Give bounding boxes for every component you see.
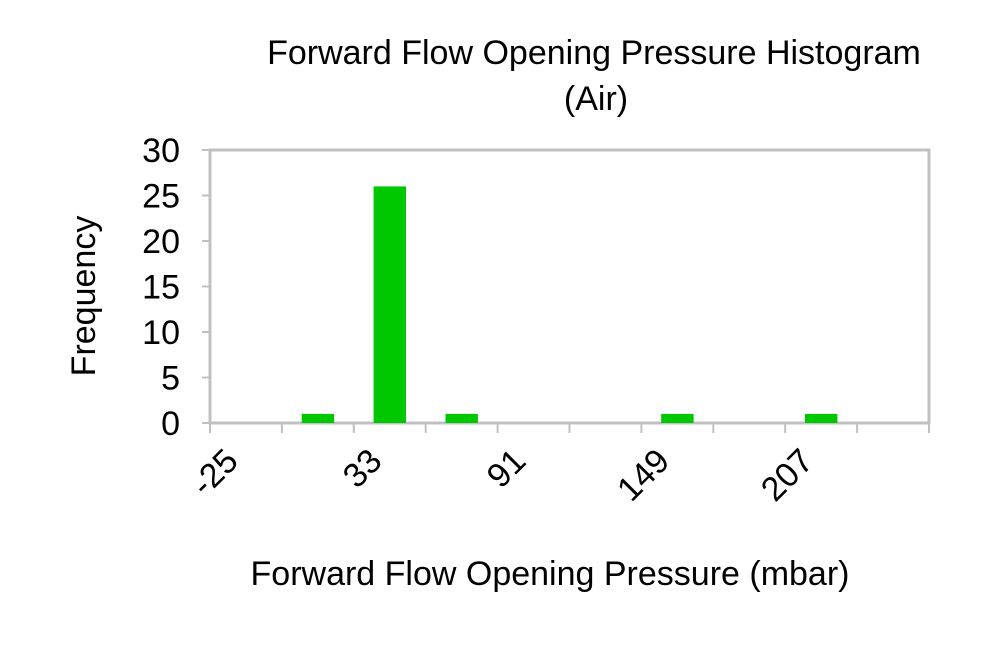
x-tick-label: 207	[754, 442, 821, 509]
plot-area-frame	[208, 148, 931, 425]
y-axis: 0 5 10 15 20 25 30	[142, 132, 210, 443]
y-axis-label: Frequency	[65, 216, 103, 377]
x-axis: -25 33 91 149 207	[184, 423, 930, 509]
bar-bin-6	[661, 413, 694, 423]
x-axis-label: Forward Flow Opening Pressure (mbar)	[251, 555, 850, 593]
bar-bin-8	[805, 413, 838, 423]
x-tick-label: -25	[184, 442, 246, 504]
y-tick-label: 15	[142, 269, 180, 307]
y-tick-label: 20	[142, 223, 180, 261]
bars-group	[301, 186, 838, 423]
y-tick-label: 5	[161, 360, 180, 398]
y-tick-label: 30	[142, 132, 180, 170]
bar-bin-1	[301, 413, 335, 423]
y-tick-label: 10	[142, 314, 180, 352]
x-tick-label: 91	[480, 442, 534, 496]
y-tick-label: 25	[142, 178, 180, 216]
bar-bin-3	[445, 413, 478, 423]
x-tick-label: 149	[610, 442, 677, 509]
x-tick-label: 33	[336, 442, 390, 496]
y-tick-label: 0	[161, 405, 180, 443]
chart-title-line1: Forward Flow Opening Pressure Histogram	[267, 34, 921, 72]
chart-title-line2: (Air)	[564, 80, 628, 118]
bar-bin-2	[373, 186, 406, 423]
